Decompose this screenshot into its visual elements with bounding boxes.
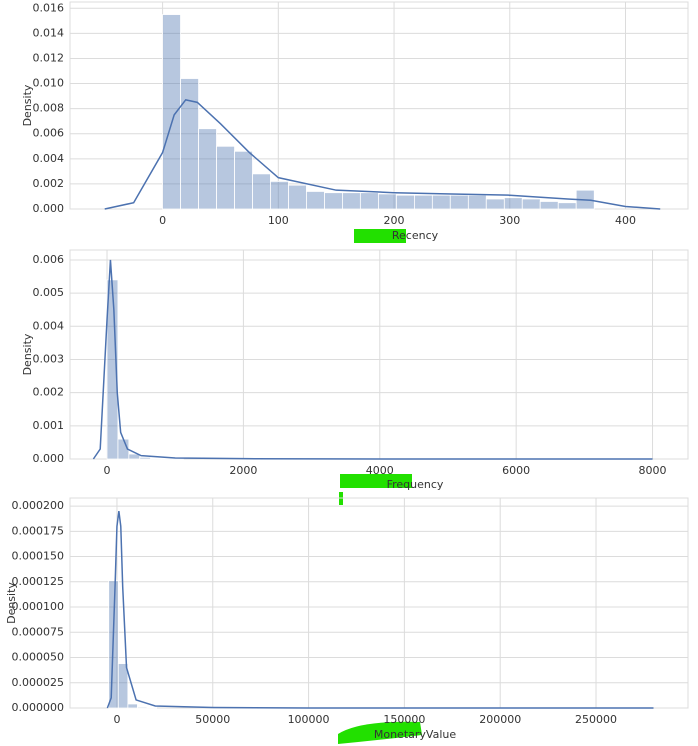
x-tick-label: 6000 bbox=[502, 464, 530, 477]
highlight bbox=[339, 474, 412, 505]
x-tick-label: 100 bbox=[268, 214, 289, 227]
y-tick-label: 0.014 bbox=[33, 26, 65, 39]
x-tick-label: 0 bbox=[113, 713, 120, 726]
histogram-bar bbox=[378, 193, 397, 210]
y-tick-label: 0.000100 bbox=[12, 600, 65, 613]
histogram-bar bbox=[395, 194, 415, 210]
y-tick-label: 0.004 bbox=[33, 152, 65, 165]
histogram-bar bbox=[127, 703, 138, 709]
histogram-bar bbox=[117, 663, 129, 709]
histogram-bar bbox=[270, 180, 289, 210]
y-tick-label: 0.002 bbox=[33, 386, 65, 399]
x-tick-label: 2000 bbox=[229, 464, 257, 477]
histogram-bar bbox=[198, 128, 217, 210]
histogram-bar bbox=[359, 192, 379, 210]
histogram-bar bbox=[216, 145, 235, 210]
y-axis-label: Density bbox=[21, 84, 34, 126]
histogram-bar bbox=[324, 192, 343, 210]
x-tick-label: 50000 bbox=[195, 713, 230, 726]
y-tick-label: 0.003 bbox=[33, 352, 65, 365]
y-tick-label: 0.010 bbox=[33, 77, 65, 90]
x-axis-label: Frequency bbox=[387, 478, 444, 491]
x-tick-label: 200000 bbox=[479, 713, 521, 726]
histogram-bar bbox=[306, 191, 325, 210]
kde-line bbox=[106, 511, 654, 709]
y-tick-label: 0.001 bbox=[33, 419, 65, 432]
y-tick-label: 0.016 bbox=[33, 1, 65, 14]
x-tick-label: 4000 bbox=[366, 464, 394, 477]
y-axis-label: Density bbox=[5, 582, 18, 624]
y-tick-label: 0.000025 bbox=[12, 676, 65, 689]
kde-line bbox=[104, 99, 661, 210]
histogram-bar bbox=[503, 197, 523, 210]
histogram-bar bbox=[128, 453, 141, 460]
histogram-bar bbox=[234, 150, 253, 210]
y-tick-label: 0.000150 bbox=[12, 550, 65, 563]
y-tick-label: 0.000075 bbox=[12, 625, 65, 638]
y-axis-label: Density bbox=[21, 333, 34, 375]
y-tick-label: 0.000200 bbox=[12, 499, 65, 512]
y-tick-label: 0.006 bbox=[33, 127, 65, 140]
y-tick-label: 0.000 bbox=[33, 202, 65, 215]
histogram-bar bbox=[431, 194, 451, 210]
x-axis-label: Recency bbox=[392, 229, 439, 242]
y-tick-label: 0.005 bbox=[33, 286, 65, 299]
highlight bbox=[354, 229, 406, 243]
y-tick-label: 0.008 bbox=[33, 102, 65, 115]
y-tick-label: 0.002 bbox=[33, 177, 65, 190]
y-tick-label: 0.000 bbox=[33, 452, 65, 465]
y-tick-label: 0.006 bbox=[33, 253, 65, 266]
plot-frame bbox=[69, 497, 689, 709]
histogram-bar bbox=[137, 706, 148, 709]
x-tick-label: 0 bbox=[159, 214, 166, 227]
histogram-bar bbox=[521, 198, 541, 210]
histogram-bar bbox=[162, 14, 181, 210]
plot-frame bbox=[69, 249, 689, 460]
histogram-bar bbox=[150, 457, 162, 460]
x-tick-label: 400 bbox=[615, 214, 636, 227]
x-tick-label: 8000 bbox=[639, 464, 667, 477]
histogram-bar bbox=[557, 202, 577, 210]
histogram-bar bbox=[180, 78, 199, 210]
x-tick-label: 150000 bbox=[383, 713, 425, 726]
kde-line bbox=[92, 259, 653, 460]
x-tick-label: 250000 bbox=[575, 713, 617, 726]
histogram-bar bbox=[539, 201, 559, 210]
histogram-bar bbox=[139, 456, 152, 460]
histogram-bar bbox=[467, 194, 487, 210]
x-tick-label: 200 bbox=[384, 214, 405, 227]
y-tick-label: 0.000050 bbox=[12, 651, 65, 664]
x-tick-label: 100000 bbox=[288, 713, 330, 726]
histogram-bar bbox=[449, 194, 469, 210]
highlight bbox=[338, 721, 422, 744]
y-tick-label: 0.012 bbox=[33, 51, 65, 64]
y-tick-label: 0.000175 bbox=[12, 524, 65, 537]
y-tick-label: 0.000000 bbox=[12, 701, 65, 714]
x-tick-label: 0 bbox=[104, 464, 111, 477]
histogram-bar bbox=[288, 184, 307, 210]
x-axis-label: MonetaryValue bbox=[374, 728, 456, 741]
histogram-bar bbox=[146, 707, 158, 709]
x-tick-label: 300 bbox=[499, 214, 520, 227]
histogram-bar bbox=[252, 173, 271, 210]
histogram-bar bbox=[342, 192, 361, 210]
histogram-bar bbox=[414, 194, 433, 210]
y-tick-label: 0.000125 bbox=[12, 575, 65, 588]
histogram-bar bbox=[485, 198, 505, 210]
y-tick-label: 0.004 bbox=[33, 319, 65, 332]
